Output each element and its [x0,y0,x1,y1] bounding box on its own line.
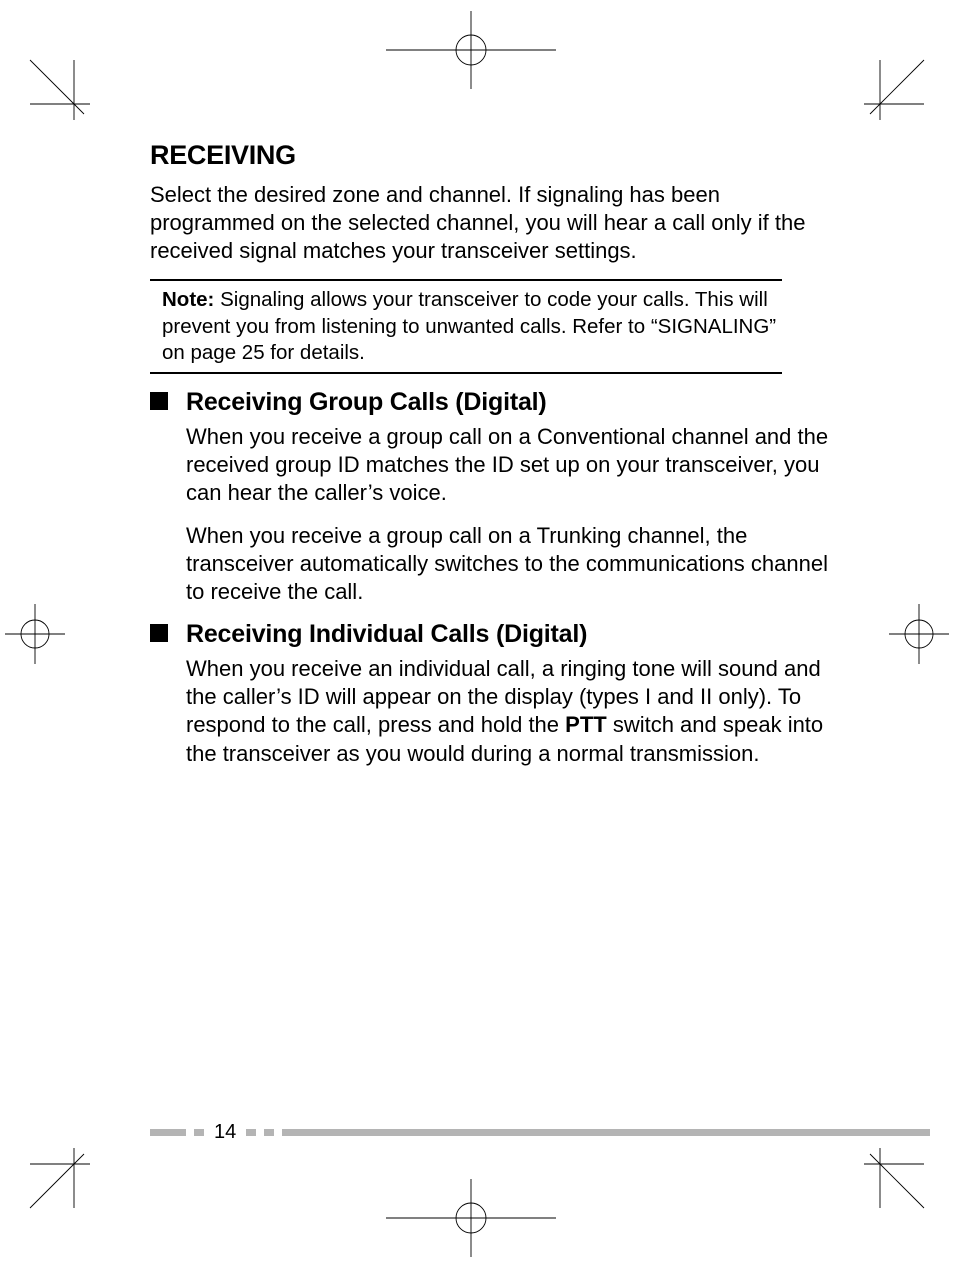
pager-segment [150,1129,186,1136]
note-label: Note: [162,288,214,311]
section-heading: RECEIVING [150,140,830,171]
body-paragraph: When you receive an individual call, a r… [186,655,830,768]
pager-segment [194,1129,204,1136]
subsection-title: Receiving Group Calls (Digital) [186,388,547,417]
intro-paragraph: Select the desired zone and channel. If … [150,181,830,265]
pager-segment [246,1129,256,1136]
pager-segment [264,1129,274,1136]
subsection-heading: Receiving Individual Calls (Digital) [150,620,830,649]
body-paragraph: When you receive a group call on a Trunk… [186,522,830,606]
note-box: Note: Signaling allows your transceiver … [150,279,782,374]
subsection-title: Receiving Individual Calls (Digital) [186,620,587,649]
page-number: 14 [212,1121,238,1144]
note-body: Signaling allows your transceiver to cod… [162,288,776,363]
page-content: RECEIVING Select the desired zone and ch… [150,140,830,782]
body-paragraph: When you receive a group call on a Conve… [186,423,830,507]
subsection-heading: Receiving Group Calls (Digital) [150,388,830,417]
pager-segment [282,1129,930,1136]
ptt-bold: PTT [565,712,607,737]
square-bullet-icon [150,392,168,410]
page-number-bar: 14 [150,1124,930,1140]
square-bullet-icon [150,624,168,642]
